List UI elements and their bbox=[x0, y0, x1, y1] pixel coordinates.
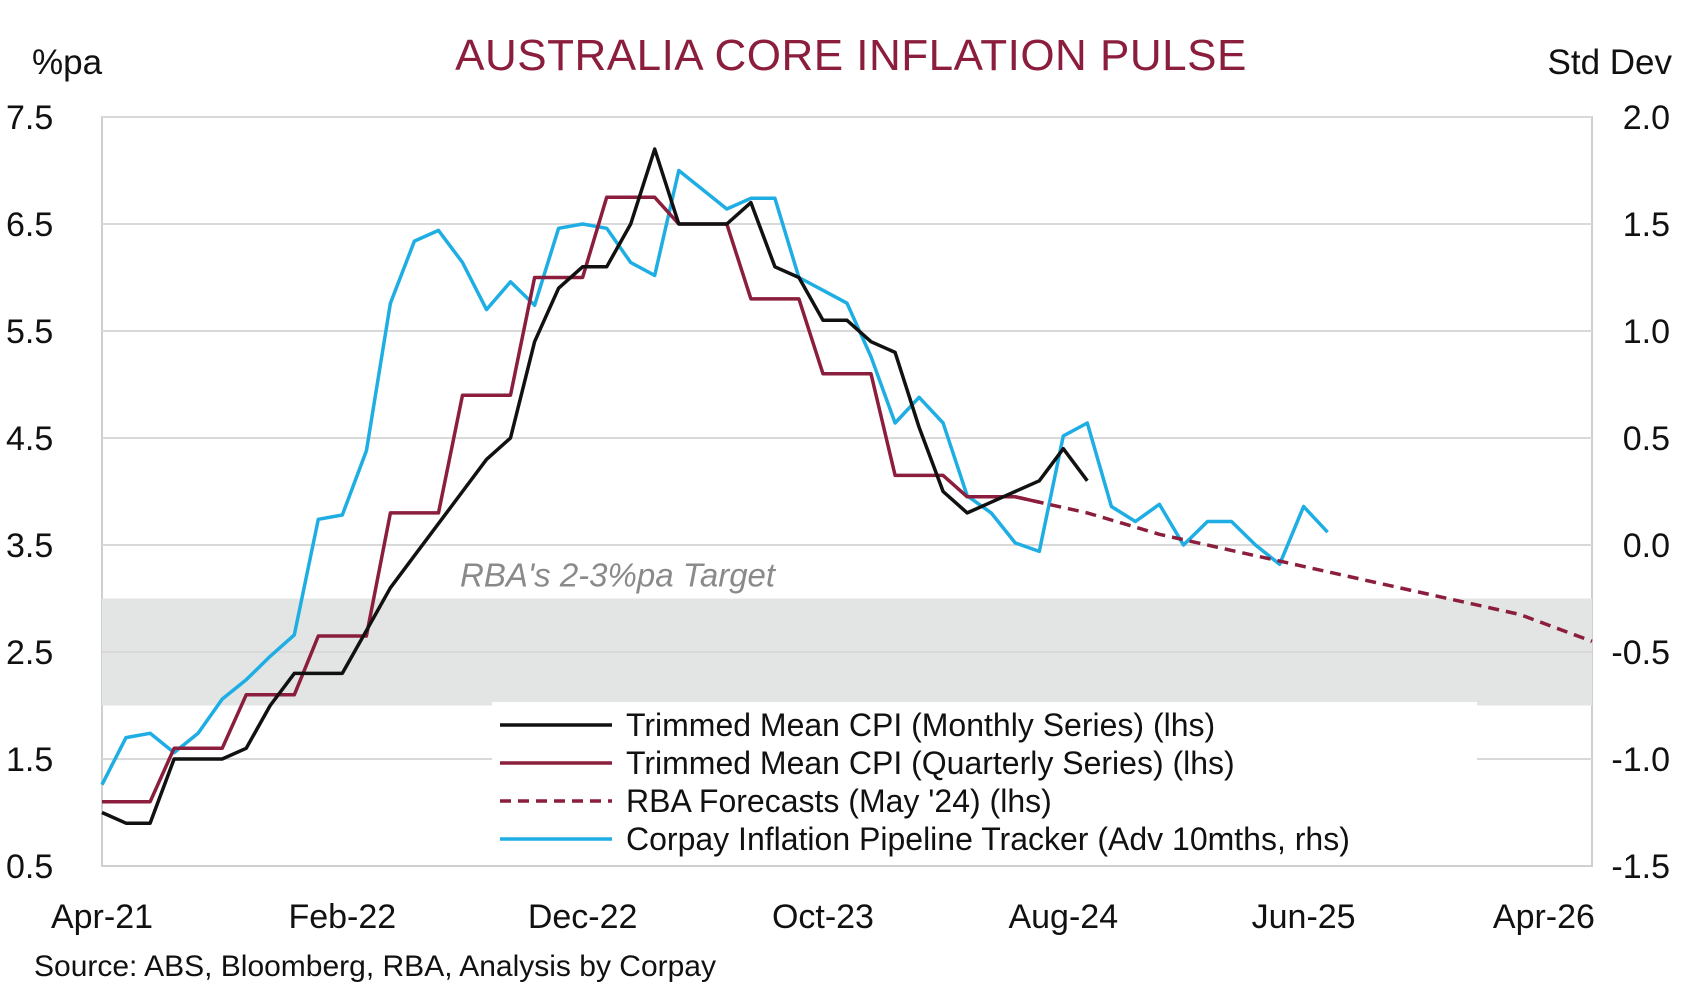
left-tick-label: 6.5 bbox=[6, 206, 53, 244]
x-tick-label: Aug-24 bbox=[1008, 898, 1118, 936]
left-tick-label: 4.5 bbox=[6, 420, 53, 458]
left-axis-unit: %pa bbox=[32, 43, 103, 82]
right-tick-label: 1.5 bbox=[1623, 206, 1670, 244]
x-tick-label: Dec-22 bbox=[528, 898, 638, 936]
right-tick-label: 1.0 bbox=[1623, 313, 1670, 351]
legend-label: Trimmed Mean CPI (Monthly Series) (lhs) bbox=[626, 707, 1215, 743]
legend-label: Corpay Inflation Pipeline Tracker (Adv 1… bbox=[626, 821, 1350, 857]
right-tick-label: 0.0 bbox=[1623, 527, 1670, 565]
left-tick-label: 2.5 bbox=[6, 634, 53, 672]
right-axis: -1.5 -1.0 -0.5 0.0 0.5 1.0 1.5 2.0 bbox=[1611, 99, 1670, 886]
left-tick-label: 0.5 bbox=[6, 848, 53, 886]
x-tick-label: Apr-26 bbox=[1493, 898, 1595, 936]
left-axis: 0.5 1.5 2.5 3.5 4.5 5.5 6.5 7.5 bbox=[6, 99, 53, 886]
x-tick-label: Jun-25 bbox=[1252, 898, 1356, 936]
chart-title: AUSTRALIA CORE INFLATION PULSE bbox=[455, 31, 1247, 80]
right-tick-label: -0.5 bbox=[1611, 634, 1670, 672]
right-axis-unit: Std Dev bbox=[1548, 43, 1673, 82]
right-tick-label: 0.5 bbox=[1623, 420, 1670, 458]
right-tick-label: -1.5 bbox=[1611, 848, 1670, 886]
left-tick-label: 5.5 bbox=[6, 313, 53, 351]
target-band: RBA's 2-3%pa Target bbox=[102, 557, 1592, 706]
source-note: Source: ABS, Bloomberg, RBA, Analysis by… bbox=[34, 950, 716, 983]
right-tick-label: 2.0 bbox=[1623, 99, 1670, 137]
legend-label: Trimmed Mean CPI (Quarterly Series) (lhs… bbox=[626, 745, 1235, 781]
legend-label: RBA Forecasts (May '24) (lhs) bbox=[626, 783, 1052, 819]
target-band-label: RBA's 2-3%pa Target bbox=[460, 557, 777, 594]
x-tick-label: Oct-23 bbox=[772, 898, 874, 936]
left-tick-label: 3.5 bbox=[6, 527, 53, 565]
series-line-1 bbox=[101, 147, 1089, 825]
legend: Trimmed Mean CPI (Monthly Series) (lhs)T… bbox=[492, 702, 1477, 860]
right-tick-label: -1.0 bbox=[1611, 741, 1670, 779]
series-line-3 bbox=[1014, 495, 1593, 643]
series-line-4 bbox=[100, 168, 1329, 786]
legend-box bbox=[492, 702, 1477, 860]
series-line-2 bbox=[102, 195, 1040, 804]
x-axis: Apr-21 Feb-22 Dec-22 Oct-23 Aug-24 Jun-25 Apr-… bbox=[51, 898, 1595, 936]
x-tick-label: Apr-21 bbox=[51, 898, 153, 936]
left-tick-label: 1.5 bbox=[6, 741, 53, 779]
series-lines bbox=[100, 147, 1593, 825]
x-tick-label: Feb-22 bbox=[288, 898, 396, 936]
left-tick-label: 7.5 bbox=[6, 99, 53, 137]
